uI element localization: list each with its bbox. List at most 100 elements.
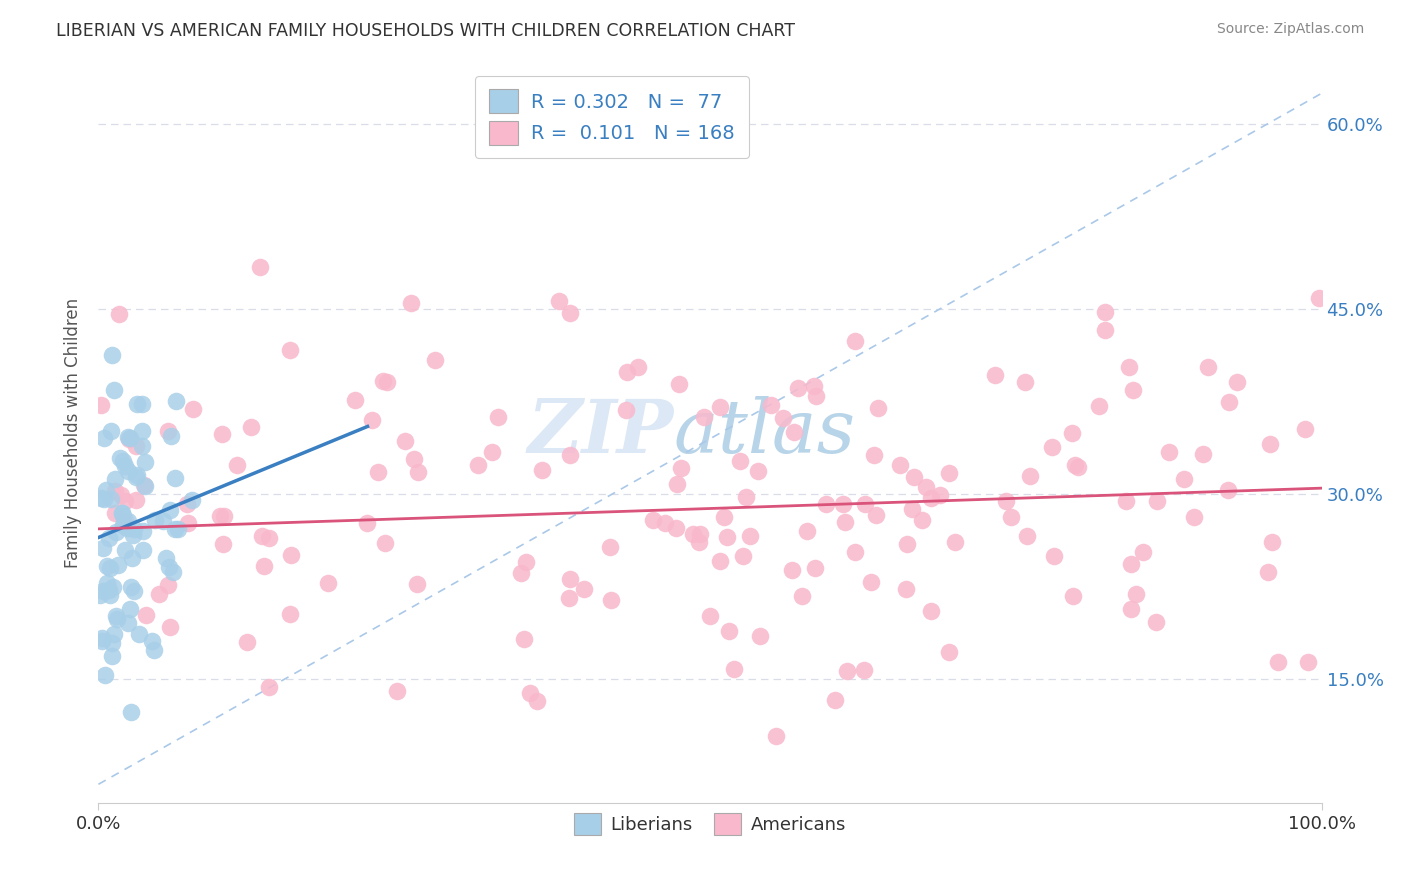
Point [1216,483,1239,497]
Point [96,576,118,591]
Point [558,449,581,463]
Point [134,479,156,493]
Point [901,501,924,516]
Point [141,634,163,648]
Point [723,662,745,676]
Point [278,343,301,357]
Point [404,452,426,467]
Point [373,374,395,388]
Point [98,531,121,545]
Point [98,588,121,602]
Point [93,491,115,506]
Point [668,376,690,391]
Point [181,402,204,417]
Point [94,483,117,497]
Point [105,524,128,539]
Point [115,521,138,535]
Point [156,425,179,439]
Point [114,519,136,533]
Point [860,574,883,589]
Point [101,649,124,664]
Point [148,587,170,601]
Point [280,607,302,621]
Point [104,507,127,521]
Point [643,512,665,526]
Point [1014,375,1036,389]
Point [209,509,232,524]
Point [367,465,389,479]
Point [1296,655,1319,669]
Point [526,694,548,708]
Point [1062,426,1084,441]
Point [112,517,135,532]
Point [1182,509,1205,524]
Point [94,668,117,682]
Point [481,444,503,458]
Point [100,424,122,438]
Point [125,469,148,483]
Point [1043,549,1066,563]
Point [894,582,917,596]
Point [112,454,135,468]
Point [983,368,1005,382]
Point [783,425,806,440]
Point [1294,422,1316,436]
Point [110,506,132,520]
Point [124,523,146,537]
Point [162,565,184,579]
Point [938,467,960,481]
Point [709,400,731,414]
Point [114,494,136,508]
Point [1118,360,1140,375]
Point [236,635,259,649]
Point [155,551,177,566]
Point [121,551,143,566]
Point [1308,291,1330,305]
Point [716,530,738,544]
Point [688,535,710,549]
Point [747,464,769,478]
Point [654,516,676,530]
Point [693,409,716,424]
Point [211,427,233,442]
Point [165,471,187,485]
Point [180,493,202,508]
Point [1218,395,1240,409]
Point [105,608,128,623]
Point [250,529,273,543]
Point [1257,565,1279,579]
Point [132,524,155,539]
Point [405,577,427,591]
Point [782,563,804,577]
Point [804,388,827,402]
Point [425,353,447,368]
Point [96,558,118,573]
Point [103,384,125,398]
Text: LIBERIAN VS AMERICAN FAMILY HOUSEHOLDS WITH CHILDREN CORRELATION CHART: LIBERIAN VS AMERICAN FAMILY HOUSEHOLDS W… [56,22,796,40]
Point [709,554,731,568]
Point [557,591,579,606]
Point [558,306,581,320]
Point [125,397,148,411]
Point [803,379,825,393]
Point [100,492,122,507]
Point [100,635,122,649]
Point [1064,458,1087,472]
Point [1261,535,1284,549]
Point [1191,447,1213,461]
Point [699,608,721,623]
Point [790,590,813,604]
Point [107,558,129,572]
Point [360,413,382,427]
Point [165,394,187,409]
Point [257,531,280,545]
Point [163,522,186,536]
Text: ZIP: ZIP [527,396,673,469]
Point [98,561,121,575]
Point [104,472,127,486]
Point [824,693,846,707]
Point [118,431,141,445]
Point [176,497,198,511]
Point [117,430,139,444]
Point [114,458,136,473]
